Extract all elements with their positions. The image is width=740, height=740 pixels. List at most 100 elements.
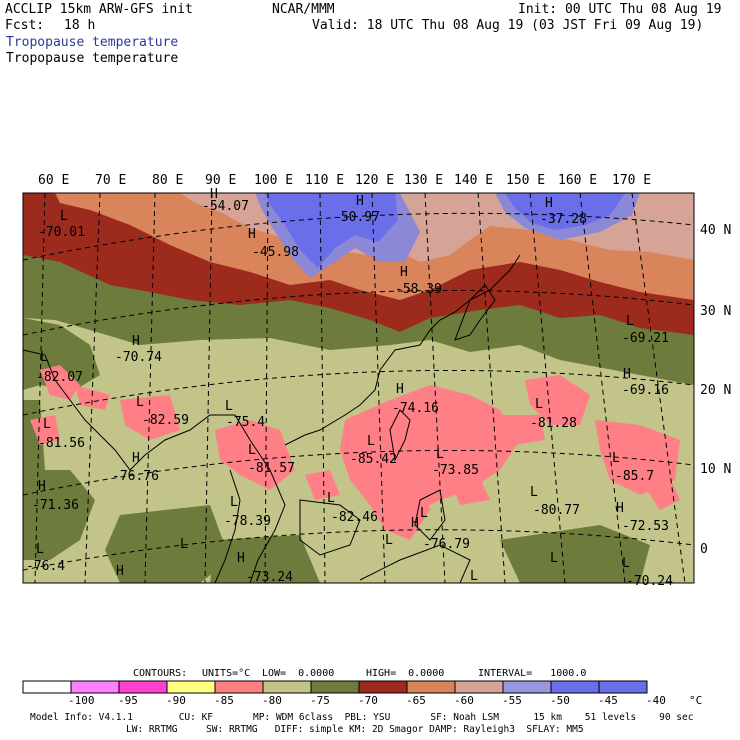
extremum-mark: L: [36, 542, 44, 557]
svg-text:110 E: 110 E: [305, 173, 344, 188]
extremum-mark: L: [535, 397, 543, 412]
colorbar-swatch: [550, 680, 600, 694]
latitude-labels: 40 N 30 N 20 N 10 N 0: [700, 223, 731, 557]
extremum-mark: H: [210, 187, 218, 202]
extremum-mark: L: [626, 314, 634, 329]
svg-text:-65: -65: [406, 694, 426, 707]
colorbar-swatch: [502, 680, 552, 694]
svg-text:-90: -90: [166, 694, 186, 707]
graticule: [23, 193, 694, 583]
model-info: Model Info: V4.1.1 CU: KF MP: WDM 6class…: [30, 712, 694, 723]
tropopause-temperature-field: [23, 193, 694, 583]
svg-text:120 E: 120 E: [355, 173, 394, 188]
svg-text:30 N: 30 N: [700, 304, 731, 319]
svg-text:20 N: 20 N: [700, 383, 731, 398]
svg-text:100 E: 100 E: [254, 173, 293, 188]
colorbar: [22, 680, 648, 694]
svg-text:°C: °C: [689, 694, 702, 707]
svg-text:-40: -40: [646, 694, 666, 707]
contours-label: CONTOURS:: [133, 668, 188, 679]
colorbar-labels: -100 -95 -90 -85 -80 -75 -70 -65 -60 -55…: [68, 694, 702, 707]
extremum-mark: H: [356, 194, 364, 209]
model-title: ACCLIP 15km ARW-GFS init: [5, 2, 193, 17]
extremum-mark: H: [132, 451, 140, 466]
extremum-mark: H: [237, 551, 245, 566]
colorbar-swatch: [214, 680, 264, 694]
longitude-labels: 60 E 70 E 80 E 90 E 100 E 110 E 120 E 13…: [38, 173, 651, 188]
extremum-value: -45.98: [252, 245, 299, 260]
colorbar-swatch: [166, 680, 216, 694]
extremum-mark: H: [616, 501, 624, 516]
interval-label: INTERVAL= 1000.0: [478, 668, 587, 679]
init-time: Init: 00 UTC Thu 08 Aug 19: [518, 2, 722, 17]
svg-text:-70: -70: [358, 694, 378, 707]
extremum-mark: H: [400, 265, 408, 280]
extremum-value: -37.28: [540, 212, 587, 227]
svg-text:90 E: 90 E: [205, 173, 236, 188]
svg-text:-45: -45: [598, 694, 618, 707]
valid-time: Valid: 18 UTC Thu 08 Aug 19 (03 JST Fri …: [312, 18, 704, 33]
lone-mark: L: [385, 533, 393, 548]
extremum-mark: L: [530, 485, 538, 500]
extremum-mark: H: [132, 334, 140, 349]
extremum-value: -73.85: [432, 463, 479, 478]
extremum-mark: L: [612, 451, 620, 466]
svg-text:70 E: 70 E: [95, 173, 126, 188]
extremum-value: -69.16: [622, 383, 669, 398]
extremum-value: -75.4: [226, 415, 265, 430]
lone-mark: L: [180, 537, 188, 552]
colorbar-swatch: [406, 680, 456, 694]
cold-patches: [30, 365, 680, 540]
extremum-value: -70.01: [38, 225, 85, 240]
extremum-value: -82.59: [142, 413, 189, 428]
extremum-mark: L: [60, 209, 68, 224]
svg-text:140 E: 140 E: [454, 173, 493, 188]
lone-mark: L: [470, 569, 478, 584]
svg-text:150 E: 150 E: [506, 173, 545, 188]
extremum-value: -81.56: [38, 436, 85, 451]
colorbar-swatch: [358, 680, 408, 694]
colorbar-swatch: [310, 680, 360, 694]
svg-text:-85: -85: [214, 694, 234, 707]
svg-text:-80: -80: [262, 694, 282, 707]
coastlines: [23, 254, 521, 583]
extremum-value: -82.46: [331, 510, 378, 525]
svg-text:160 E: 160 E: [558, 173, 597, 188]
extremum-value: -85.42: [350, 452, 397, 467]
extremum-value: -81.57: [248, 461, 295, 476]
svg-text:-100: -100: [68, 694, 95, 707]
extremum-value: -76.79: [423, 537, 470, 552]
extremum-value: -69.21: [622, 331, 669, 346]
extremum-mark: H: [623, 367, 631, 382]
extremum-value: -85.7: [615, 469, 654, 484]
svg-text:60 E: 60 E: [38, 173, 69, 188]
extremum-value: -76.76: [112, 469, 159, 484]
extrema-labels: L -70.01 H -54.07 H -50.97 H -37.28 H -4…: [26, 187, 673, 589]
extremum-value: -81.28: [530, 416, 577, 431]
extremum-mark: L: [43, 417, 51, 432]
extremum-mark: L: [622, 556, 630, 571]
extremum-mark: L: [225, 399, 233, 414]
field-title: Tropopause temperature: [6, 35, 179, 50]
extremum-value: -78.39: [224, 514, 271, 529]
colorbar-swatch: [598, 680, 648, 694]
extremum-value: -70.24: [626, 574, 673, 589]
forecast-hour: 18 h: [64, 18, 96, 33]
svg-text:-50: -50: [550, 694, 570, 707]
extremum-mark: L: [367, 434, 375, 449]
colorbar-swatch: [262, 680, 312, 694]
svg-text:170 E: 170 E: [612, 173, 651, 188]
extremum-value: -71.36: [32, 498, 79, 513]
extremum-mark: L: [327, 491, 335, 506]
extremum-value: -58.39: [395, 282, 442, 297]
map-frame: [22, 192, 695, 584]
svg-text:40 N: 40 N: [700, 223, 731, 238]
colorbar-swatch: [118, 680, 168, 694]
extremum-mark: H: [545, 196, 553, 211]
extremum-value: -50.97: [333, 210, 380, 225]
svg-text:-95: -95: [118, 694, 138, 707]
extremum-mark: L: [136, 395, 144, 410]
svg-text:-60: -60: [454, 694, 474, 707]
lone-mark: L: [420, 506, 428, 521]
